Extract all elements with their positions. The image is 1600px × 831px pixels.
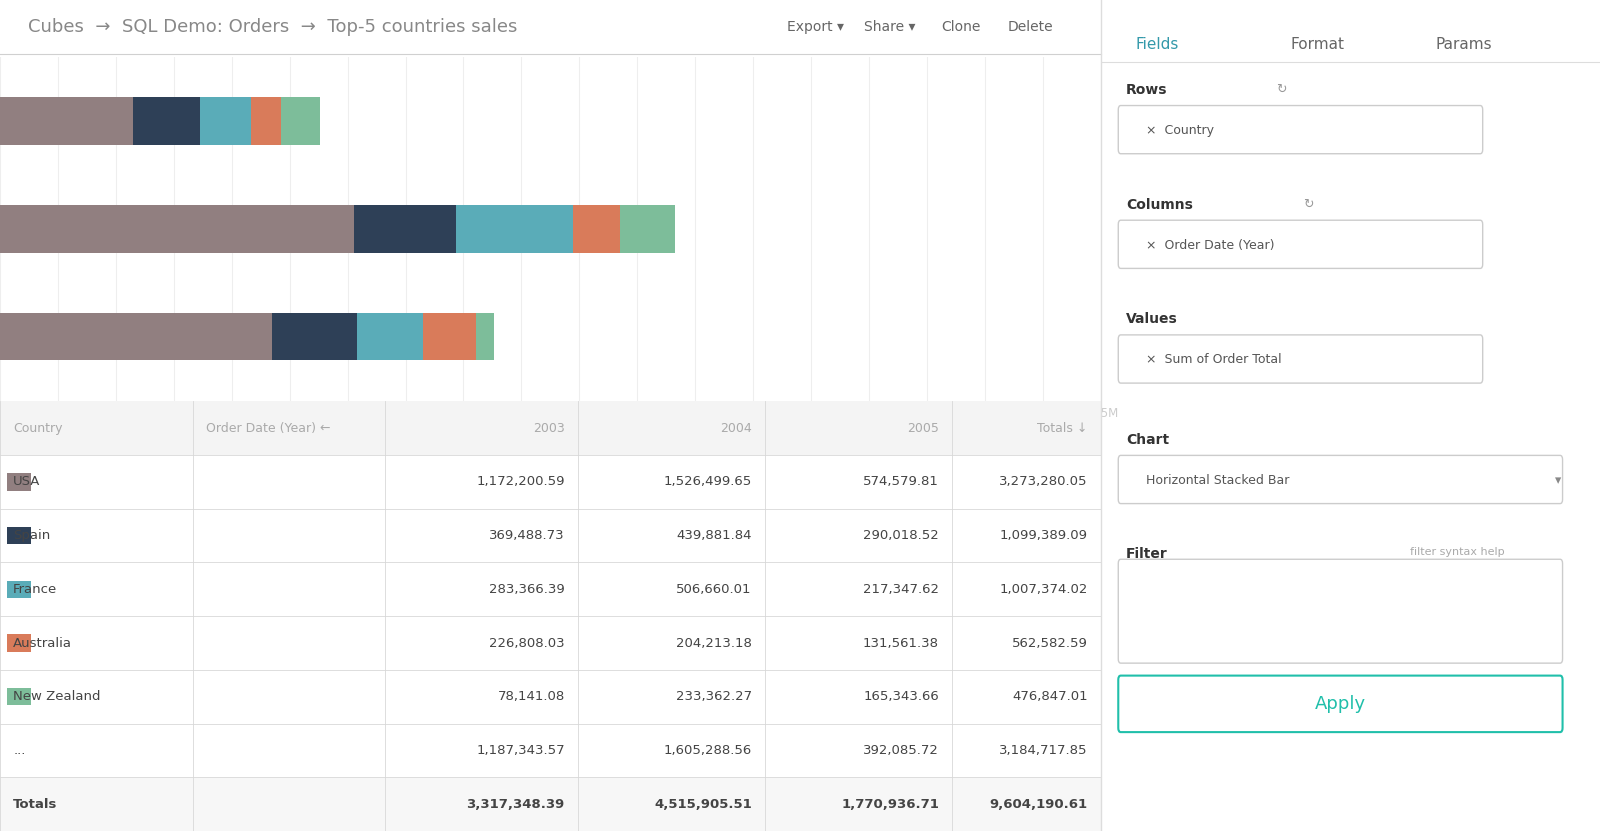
Bar bbox=[573, 205, 621, 253]
Text: ▾: ▾ bbox=[1555, 474, 1562, 487]
Text: Columns: Columns bbox=[1126, 198, 1192, 212]
Text: Horizontal Stacked Bar: Horizontal Stacked Bar bbox=[1146, 474, 1290, 487]
Text: Clone: Clone bbox=[941, 20, 981, 34]
Text: Share ▾: Share ▾ bbox=[864, 20, 915, 34]
Text: 2003: 2003 bbox=[533, 421, 565, 435]
Text: Rows: Rows bbox=[1126, 83, 1168, 97]
Bar bbox=[0, 777, 1101, 831]
Text: 562,582.59: 562,582.59 bbox=[1011, 637, 1088, 650]
Text: Format: Format bbox=[1291, 37, 1344, 52]
Text: 165,343.66: 165,343.66 bbox=[864, 691, 939, 703]
Text: 392,085.72: 392,085.72 bbox=[862, 744, 939, 757]
Bar bbox=[621, 205, 675, 253]
Text: ×  Sum of Order Total: × Sum of Order Total bbox=[1146, 353, 1282, 366]
Text: 2004: 2004 bbox=[720, 421, 752, 435]
Text: 217,347.62: 217,347.62 bbox=[862, 583, 939, 596]
Bar bbox=[0, 313, 272, 361]
Text: 1,187,343.57: 1,187,343.57 bbox=[477, 744, 565, 757]
Text: Order Date (Year) ←: Order Date (Year) ← bbox=[206, 421, 330, 435]
Text: Apply: Apply bbox=[1315, 695, 1366, 713]
Text: USA: USA bbox=[13, 475, 40, 489]
FancyBboxPatch shape bbox=[1118, 220, 1483, 268]
FancyBboxPatch shape bbox=[1118, 559, 1563, 663]
Text: 204,213.18: 204,213.18 bbox=[675, 637, 752, 650]
Text: Cubes  →  SQL Demo: Orders  →  Top-5 countries sales: Cubes → SQL Demo: Orders → Top-5 countri… bbox=[27, 18, 517, 36]
Text: 439,881.84: 439,881.84 bbox=[677, 529, 752, 542]
Bar bbox=[357, 313, 422, 361]
Text: 4,515,905.51: 4,515,905.51 bbox=[654, 798, 752, 811]
Bar bbox=[422, 313, 475, 361]
Text: 1,007,374.02: 1,007,374.02 bbox=[1000, 583, 1088, 596]
Text: ✎: ✎ bbox=[1550, 634, 1560, 644]
Bar bbox=[6, 527, 30, 544]
Text: 3,273,280.05: 3,273,280.05 bbox=[998, 475, 1088, 489]
Bar bbox=[6, 688, 30, 706]
Bar bbox=[200, 97, 251, 145]
FancyBboxPatch shape bbox=[1118, 455, 1563, 504]
Text: 506,660.01: 506,660.01 bbox=[677, 583, 752, 596]
Text: 2005: 2005 bbox=[907, 421, 939, 435]
Text: 290,018.52: 290,018.52 bbox=[864, 529, 939, 542]
Text: ↻: ↻ bbox=[1304, 198, 1314, 211]
Text: Filter: Filter bbox=[1126, 547, 1168, 561]
Bar bbox=[282, 97, 320, 145]
FancyBboxPatch shape bbox=[1118, 676, 1563, 732]
Bar bbox=[6, 581, 30, 598]
Text: Country: Country bbox=[13, 421, 62, 435]
Text: ...: ... bbox=[13, 744, 26, 757]
Text: Export ▾: Export ▾ bbox=[787, 20, 845, 34]
Text: 131,561.38: 131,561.38 bbox=[862, 637, 939, 650]
Text: 9,604,190.61: 9,604,190.61 bbox=[989, 798, 1088, 811]
Text: New Zealand: New Zealand bbox=[13, 691, 101, 703]
Text: Spain: Spain bbox=[13, 529, 51, 542]
Bar bbox=[272, 313, 357, 361]
Text: Totals ↓: Totals ↓ bbox=[1037, 421, 1088, 435]
Text: 1,099,389.09: 1,099,389.09 bbox=[1000, 529, 1088, 542]
Bar bbox=[475, 313, 494, 361]
Text: 1,605,288.56: 1,605,288.56 bbox=[664, 744, 752, 757]
Text: 1,172,200.59: 1,172,200.59 bbox=[477, 475, 565, 489]
Text: 574,579.81: 574,579.81 bbox=[862, 475, 939, 489]
Text: ↻: ↻ bbox=[1277, 83, 1286, 96]
Bar bbox=[0, 205, 354, 253]
Text: 369,488.73: 369,488.73 bbox=[490, 529, 565, 542]
X-axis label: Sum of Order Total: Sum of Order Total bbox=[485, 428, 616, 442]
Bar bbox=[6, 474, 30, 490]
Text: ×  Country: × Country bbox=[1146, 124, 1214, 137]
Bar bbox=[354, 205, 456, 253]
Bar bbox=[133, 97, 200, 145]
Text: France: France bbox=[13, 583, 58, 596]
Text: Values: Values bbox=[1126, 312, 1178, 327]
Text: Australia: Australia bbox=[13, 637, 72, 650]
Bar bbox=[6, 634, 30, 652]
Text: 3,317,348.39: 3,317,348.39 bbox=[467, 798, 565, 811]
Text: 476,847.01: 476,847.01 bbox=[1011, 691, 1088, 703]
Bar bbox=[0, 97, 133, 145]
Text: 233,362.27: 233,362.27 bbox=[675, 691, 752, 703]
Bar bbox=[0, 401, 1101, 455]
Text: 3,184,717.85: 3,184,717.85 bbox=[998, 744, 1088, 757]
Text: Totals: Totals bbox=[13, 798, 58, 811]
Text: 1,526,499.65: 1,526,499.65 bbox=[664, 475, 752, 489]
Text: 1,770,936.71: 1,770,936.71 bbox=[842, 798, 939, 811]
Bar bbox=[456, 205, 573, 253]
Text: Chart: Chart bbox=[1126, 433, 1170, 447]
Text: Fields: Fields bbox=[1136, 37, 1179, 52]
Text: 283,366.39: 283,366.39 bbox=[490, 583, 565, 596]
Text: filter syntax help: filter syntax help bbox=[1410, 547, 1506, 557]
Bar bbox=[251, 97, 282, 145]
Text: Params: Params bbox=[1435, 37, 1491, 52]
FancyBboxPatch shape bbox=[1118, 335, 1483, 383]
Text: Delete: Delete bbox=[1008, 20, 1053, 34]
Text: 78,141.08: 78,141.08 bbox=[498, 691, 565, 703]
Text: ×  Order Date (Year): × Order Date (Year) bbox=[1146, 238, 1274, 252]
FancyBboxPatch shape bbox=[1118, 106, 1483, 154]
Text: 226,808.03: 226,808.03 bbox=[490, 637, 565, 650]
